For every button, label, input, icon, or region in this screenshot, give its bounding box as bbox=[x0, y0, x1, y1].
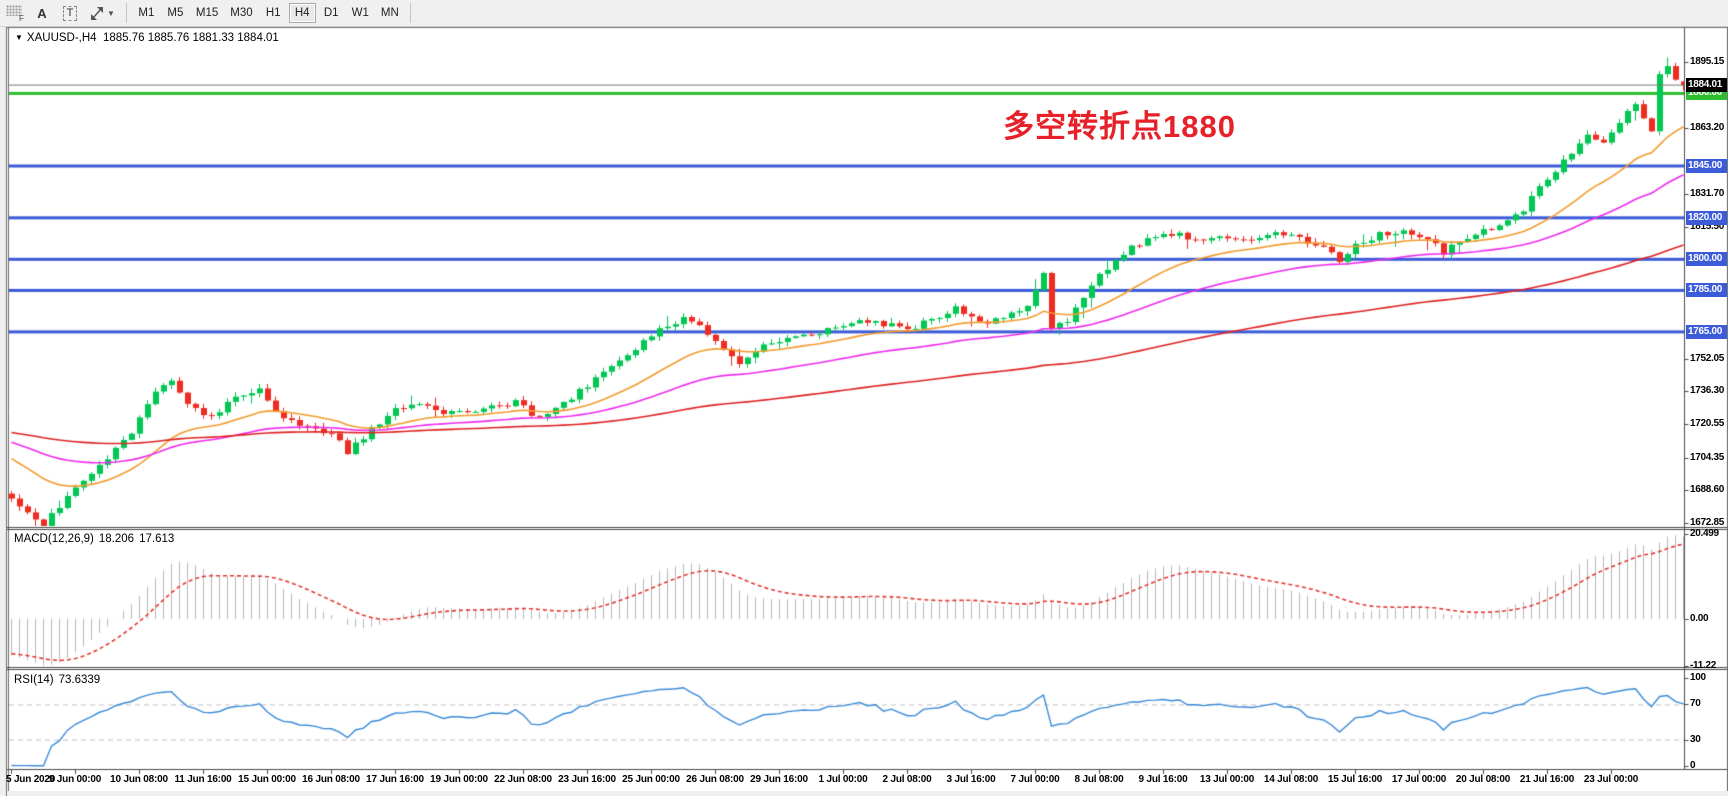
window-bottom-edge bbox=[7, 791, 1728, 796]
